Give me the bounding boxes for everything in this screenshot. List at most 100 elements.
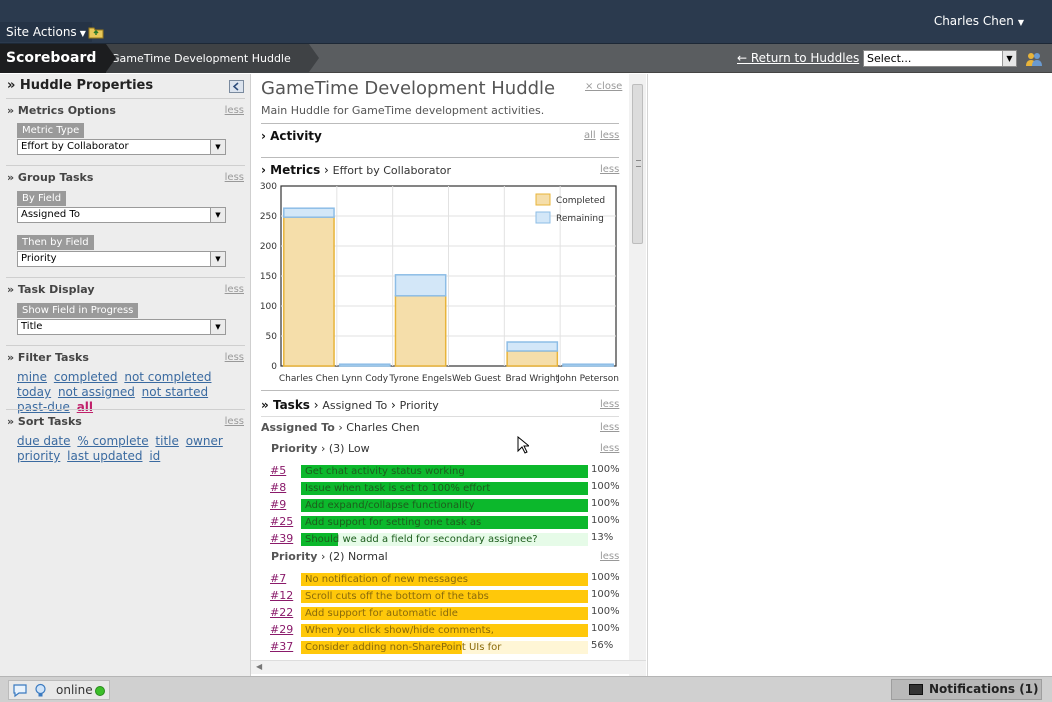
show-field-value: Title <box>21 321 43 332</box>
task-id-link[interactable]: #37 <box>270 640 294 653</box>
people-icon[interactable] <box>1025 51 1043 67</box>
filter-link-mine[interactable]: mine <box>17 370 48 384</box>
task-row[interactable]: #29 When you click show/hide comments, 100… <box>270 623 620 638</box>
tasks-title: Tasks <box>272 398 310 412</box>
metrics-header[interactable]: › Metrics › Effort by Collaborator <box>261 163 452 177</box>
bar-remaining <box>338 363 391 367</box>
filter-link-not-completed[interactable]: not completed <box>124 370 212 384</box>
task-id-link[interactable]: #29 <box>270 623 294 636</box>
x-tick-label: Web Guest <box>452 374 501 384</box>
user-menu[interactable]: Charles Chen ▼ <box>934 14 1024 28</box>
priority-less-link[interactable]: less <box>600 443 620 454</box>
by-field-select[interactable]: Assigned To ▼ <box>17 207 226 223</box>
horizontal-scrollbar[interactable]: ◀ <box>251 660 646 674</box>
task-id-link[interactable]: #25 <box>270 515 294 528</box>
assigned-value: Charles Chen <box>346 421 420 434</box>
task-id-link[interactable]: #5 <box>270 464 287 477</box>
activity-all-link[interactable]: all <box>584 130 596 141</box>
sort-link-id[interactable]: id <box>149 449 161 463</box>
return-to-huddles-link[interactable]: ← Return to Huddles <box>737 51 860 65</box>
task-id-link[interactable]: #39 <box>270 532 294 545</box>
filter-link-completed[interactable]: completed <box>53 370 118 384</box>
notifications-button[interactable]: Notifications (1) <box>891 679 1042 700</box>
sort-link-complete[interactable]: % complete <box>77 434 149 448</box>
sort-link-priority[interactable]: priority <box>17 449 61 463</box>
group-tasks-title: » Group Tasks <box>7 171 94 184</box>
filter-links: mine completed not completed today not a… <box>17 370 243 415</box>
filter-link-past-due[interactable]: past-due <box>17 400 70 414</box>
breadcrumb-root[interactable]: Scoreboard <box>0 44 117 73</box>
sort-less-link[interactable]: less <box>224 416 244 427</box>
task-progress-fill <box>301 482 588 495</box>
huddle-main-panel: GameTime Development Huddle × close Main… <box>251 74 646 676</box>
task-row[interactable]: #9 Add expand/collapse functionality 100% <box>270 498 620 513</box>
priority-less-link[interactable]: less <box>600 551 620 562</box>
huddle-select[interactable]: Select... ▼ <box>863 50 1017 67</box>
task-progress-bar: Add support for automatic idle <box>301 607 588 620</box>
vertical-scrollbar[interactable] <box>629 74 646 676</box>
group-less-link[interactable]: less <box>224 172 244 183</box>
grip-icon <box>636 160 641 167</box>
panel-title: » Huddle Properties <box>7 78 154 93</box>
task-id-link[interactable]: #12 <box>270 589 294 602</box>
filter-link-not-started[interactable]: not started <box>141 385 209 399</box>
assigned-less-link[interactable]: less <box>600 422 620 433</box>
divider <box>261 390 619 391</box>
activity-header[interactable]: › Activity <box>261 129 322 143</box>
task-title: Add expand/collapse functionality <box>305 500 475 511</box>
task-row[interactable]: #22 Add support for automatic idle 100% <box>270 606 620 621</box>
sort-link-last-updated[interactable]: last updated <box>67 449 143 463</box>
task-row[interactable]: #12 Scroll cuts off the bottom of the tab… <box>270 589 620 604</box>
task-id-link[interactable]: #22 <box>270 606 294 619</box>
breadcrumb-current[interactable]: GameTime Development Huddle <box>95 44 319 73</box>
notifications-label: Notifications (1) <box>929 682 1039 696</box>
task-row[interactable]: #7 No notification of new messages 100% <box>270 572 620 587</box>
collapse-icon[interactable] <box>229 80 244 93</box>
task-id-link[interactable]: #7 <box>270 572 287 585</box>
sort-link-due-date[interactable]: due date <box>17 434 71 448</box>
close-link[interactable]: × close <box>585 81 623 92</box>
huddle-description: Main Huddle for GameTime development act… <box>261 104 545 117</box>
then-by-field-select[interactable]: Priority ▼ <box>17 251 226 267</box>
sort-links: due date % complete title owner priority… <box>17 434 243 464</box>
show-field-label: Show Field in Progress <box>17 303 139 318</box>
sort-link-title[interactable]: title <box>155 434 179 448</box>
activity-less-link[interactable]: less <box>600 130 620 141</box>
metrics-less-link[interactable]: less <box>224 105 244 116</box>
metrics-options-title: » Metrics Options <box>7 104 116 117</box>
task-title: When you click show/hide comments, <box>305 625 494 636</box>
task-row[interactable]: #25 Add support for setting one task as 10… <box>270 515 620 530</box>
task-id-link[interactable]: #8 <box>270 481 287 494</box>
metric-type-select[interactable]: Effort by Collaborator ▼ <box>17 139 226 155</box>
filter-link-all[interactable]: all <box>76 400 94 414</box>
task-id-link[interactable]: #9 <box>270 498 287 511</box>
filter-less-link[interactable]: less <box>224 352 244 363</box>
task-display-title: » Task Display <box>7 283 95 296</box>
user-name: Charles Chen <box>933 14 1014 28</box>
task-title: Add support for automatic idle <box>305 608 458 619</box>
site-actions-label: Site Actions <box>6 25 77 39</box>
tasks-header[interactable]: » Tasks › Assigned To › Priority <box>261 398 439 412</box>
folder-up-icon[interactable] <box>88 25 104 39</box>
chevron-down-icon: ▼ <box>79 29 86 38</box>
task-row[interactable]: #37 Consider adding non-SharePoint UIs fo… <box>270 640 620 655</box>
filter-link-today[interactable]: today <box>17 385 52 399</box>
scroll-thumb[interactable] <box>632 84 643 244</box>
task-row[interactable]: #8 Issue when task is set to 100% effort 1… <box>270 481 620 496</box>
tasks-less-link[interactable]: less <box>600 399 620 410</box>
bar-remaining <box>506 341 559 352</box>
site-actions-menu[interactable]: Site Actions ▼ <box>0 22 92 42</box>
scroll-left-arrow-icon[interactable]: ◀ <box>256 662 263 671</box>
assigned-group-header: Assigned To › Charles Chen <box>261 421 420 434</box>
display-less-link[interactable]: less <box>224 284 244 295</box>
chat-icon[interactable] <box>12 683 28 698</box>
filter-link-not-assigned[interactable]: not assigned <box>57 385 135 399</box>
show-field-select[interactable]: Title ▼ <box>17 319 226 335</box>
metrics-less-link[interactable]: less <box>600 164 620 175</box>
sort-link-owner[interactable]: owner <box>185 434 223 448</box>
task-row[interactable]: #39 Should we add a field for secondary a… <box>270 532 620 547</box>
presence-chip[interactable]: online <box>8 680 110 700</box>
task-row[interactable]: #5 Get chat activity status working 100% <box>270 464 620 479</box>
by-field-value: Assigned To <box>21 209 80 220</box>
lightbulb-icon[interactable] <box>34 683 47 698</box>
